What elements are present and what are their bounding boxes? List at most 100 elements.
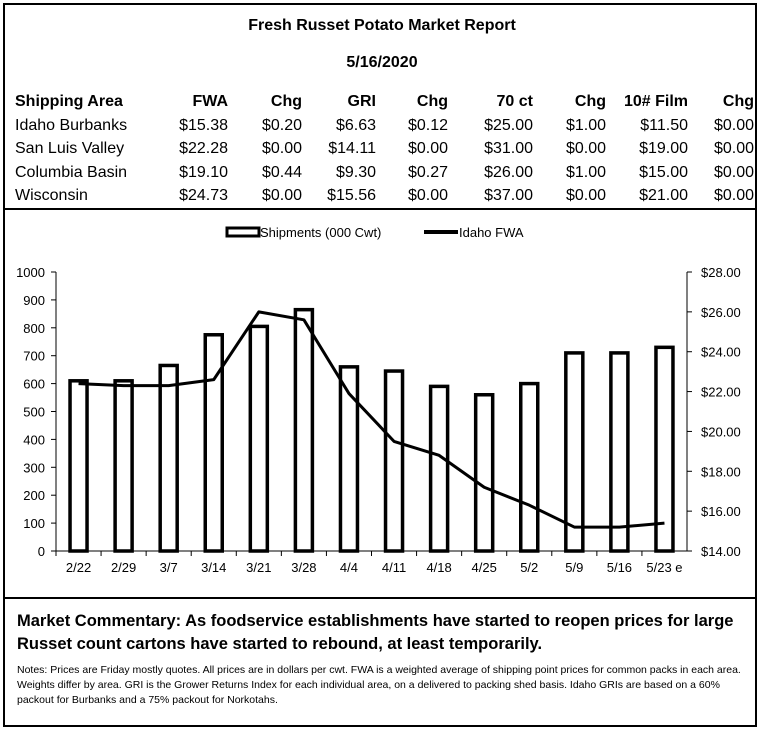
right-tick-label: $22.00 [701, 385, 741, 400]
table-row: Columbia Basin $19.10 $0.44 $9.30 $0.27 … [15, 161, 754, 185]
x-tick-label: 4/4 [340, 560, 358, 575]
shipments-bar [293, 307, 315, 553]
table-cell: $22.28 [179, 140, 228, 158]
left-tick-label: 300 [23, 460, 45, 475]
chart-legend: Shipments (000 Cwt) Idaho FWA [225, 225, 524, 240]
table-cell: $0.00 [713, 187, 754, 205]
x-axis-categories: 2/22 2/29 3/7 3/14 3/21 3/28 4/4 4/11 4/18 4/25 5/… [55, 551, 683, 575]
table-cell: Wisconsin [15, 187, 88, 205]
left-tick-label: 700 [23, 349, 45, 364]
shipments-bar [428, 384, 450, 553]
left-tick-label: 0 [38, 544, 45, 559]
header-shipping-area: Shipping Area [15, 93, 123, 110]
x-tick-label: 5/2 [520, 560, 538, 575]
table-cell: $1.00 [565, 163, 606, 181]
left-tick-label: 200 [23, 488, 45, 503]
shipments-fwa-chart: Shipments (000 Cwt) Idaho FWA 0 100 200 300… [16, 225, 741, 575]
header-10film-chg: Chg [722, 93, 754, 110]
right-tick-label: $14.00 [701, 544, 741, 559]
left-tick-label: 400 [23, 432, 45, 447]
shipments-bar [338, 365, 360, 553]
table-cell: $0.00 [407, 140, 448, 158]
header-10film: 10# Film [623, 93, 688, 110]
left-tick-label: 600 [23, 377, 45, 392]
table-cell: $0.00 [565, 140, 606, 158]
left-tick-label: 1000 [16, 265, 45, 280]
table-cell: $15.00 [639, 163, 688, 181]
left-tick-label: 500 [23, 405, 45, 420]
idaho-fwa-line [78, 310, 665, 529]
right-tick-label: $18.00 [701, 464, 741, 479]
header-gri-chg: Chg [416, 93, 448, 110]
shipments-bar [248, 324, 270, 553]
shipments-bar [654, 345, 675, 553]
table-cell: $0.00 [407, 187, 448, 205]
table-cell: $0.00 [261, 187, 302, 205]
price-table: Shipping Area FWA Chg GRI Chg 70 ct Chg … [15, 90, 754, 208]
table-cell: $15.56 [327, 187, 376, 205]
table-cell: Columbia Basin [15, 163, 128, 181]
x-tick-label: 5/23 e [646, 560, 682, 575]
table-cell: $0.00 [713, 116, 754, 134]
x-tick-label: 2/22 [66, 560, 91, 575]
x-tick-label: 3/21 [246, 560, 271, 575]
table-cell: $15.38 [179, 116, 228, 134]
x-tick-label: 4/25 [472, 560, 497, 575]
table-cell: $0.00 [713, 140, 754, 158]
x-tick-label: 5/16 [607, 560, 632, 575]
table-cell: $0.00 [565, 187, 606, 205]
table-cell: $0.00 [261, 140, 302, 158]
table-cell: $14.11 [328, 140, 376, 158]
shipments-bar [158, 363, 179, 553]
shipments-bar [113, 379, 134, 553]
right-tick-label: $20.00 [701, 424, 741, 439]
table-cell: $19.10 [179, 163, 228, 181]
header-fwa: FWA [192, 93, 228, 110]
shipments-bar [68, 379, 89, 553]
table-cell: $21.00 [639, 187, 688, 205]
header-gri: GRI [347, 93, 376, 110]
header-fwa-chg: Chg [270, 93, 302, 110]
price-table-header: Shipping Area FWA Chg GRI Chg 70 ct Chg … [15, 90, 754, 114]
market-commentary: Market Commentary: As foodservice establ… [17, 612, 734, 653]
shipments-bar [203, 333, 224, 553]
header-70ct: 70 ct [496, 93, 533, 110]
table-cell: $0.20 [261, 116, 302, 134]
table-row: San Luis Valley $22.28 $0.00 $14.11 $0.0… [15, 138, 754, 162]
right-tick-label: $26.00 [701, 305, 741, 320]
table-cell: $24.73 [179, 187, 228, 205]
table-cell: $0.44 [261, 163, 302, 181]
right-tick-label: $28.00 [701, 265, 741, 280]
right-tick-label: $16.00 [701, 504, 741, 519]
report-notes: Notes: Prices are Friday mostly quotes. … [17, 664, 741, 706]
table-row: Idaho Burbanks $15.38 $0.20 $6.63 $0.12 … [15, 114, 754, 138]
table-cell: Idaho Burbanks [15, 116, 128, 134]
shipments-bars [68, 307, 675, 553]
table-cell: $6.63 [335, 116, 376, 134]
table-cell: $19.00 [639, 140, 688, 158]
left-axis-ticks: 0 100 200 300 400 500 600 700 800 900 1000 [16, 265, 56, 559]
table-cell: $11.50 [640, 116, 688, 134]
table-cell: $37.00 [484, 187, 533, 205]
x-tick-label: 5/9 [565, 560, 583, 575]
shipments-bar [383, 369, 405, 553]
x-tick-label: 3/14 [201, 560, 226, 575]
table-row: Wisconsin $24.73 $0.00 $15.56 $0.00 $37.… [15, 185, 754, 209]
table-cell: San Luis Valley [15, 140, 125, 158]
shipments-bar [519, 381, 540, 553]
x-tick-label: 4/11 [382, 560, 406, 575]
report-date: 5/16/2020 [346, 54, 418, 71]
table-cell: $1.00 [565, 116, 606, 134]
chart-commentary-divider [3, 597, 757, 599]
table-cell: $0.27 [407, 163, 448, 181]
shipments-bar [564, 351, 585, 553]
header-70ct-chg: Chg [574, 93, 606, 110]
legend-shipments-label: Shipments (000 Cwt) [260, 225, 381, 240]
table-cell: $25.00 [484, 116, 533, 134]
legend-shipments-swatch [225, 226, 261, 238]
right-tick-label: $24.00 [701, 345, 741, 360]
report-title: Fresh Russet Potato Market Report [248, 17, 516, 34]
table-cell: $9.30 [335, 163, 376, 181]
x-tick-label: 3/28 [291, 560, 316, 575]
report-frame [3, 3, 757, 727]
